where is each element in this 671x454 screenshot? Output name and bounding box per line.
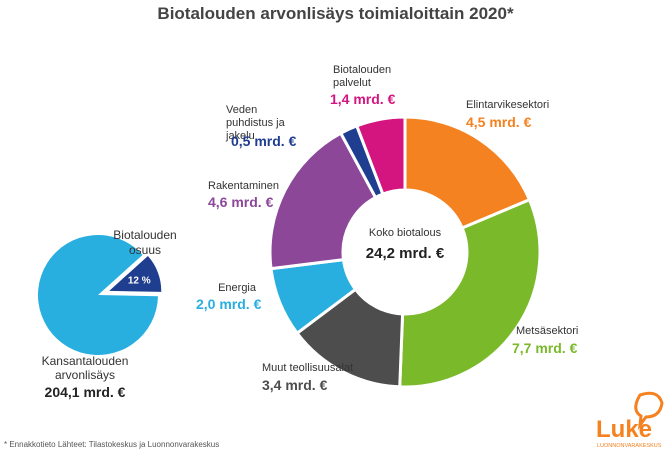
pie-category-label: Biotalouden osuus [113,228,177,257]
donut-segment [403,115,532,230]
value-label: 4,6 mrd. € [208,194,274,210]
value-label: 1,4 mrd. € [330,91,396,107]
segment-label: Metsäsektori [516,325,579,337]
pie-value-label: 12 % [128,276,151,287]
value-label: 7,7 mrd. € [512,340,578,356]
segment-label: Veden puhdistus ja jakelu [226,104,285,142]
segment-label: Rakentaminen [208,180,279,192]
pie-total-title: Kansantalouden arvonlisäys [41,354,129,382]
pie-slice [109,256,162,292]
logo-subtext: LUONNONVARAKESKUS [597,443,662,449]
segment-label: Muut teollisuusalat [262,362,354,374]
segment-label: Biotalouden palvelut [333,64,392,89]
luke-logo: Luke LUONNONVARAKESKUS [596,391,664,449]
center-title: Koko biotalous [369,227,442,239]
chart-title: Biotalouden arvonlisäys toimialoittain 2… [157,4,514,23]
donut-segment [398,197,542,389]
donut-segment [354,115,407,197]
pie-total-value: 204,1 mrd. € [44,384,126,400]
center-value: 24,2 mrd. € [366,245,445,262]
donut-hole [345,192,465,312]
value-label: 4,5 mrd. € [466,114,532,130]
value-label: 0,5 mrd. € [231,133,297,149]
footnote: * Ennakkotieto Lähteet: Tilastokeskus ja… [4,440,220,449]
pie-slice [38,235,158,355]
value-label: 3,4 mrd. € [262,377,328,393]
logo-text: Luke [596,416,652,443]
donut-segment [268,131,378,271]
segment-label: Elintarvikesektori [466,99,550,111]
segment-label: Energia [218,282,256,294]
value-label: 2,0 mrd. € [196,296,262,312]
